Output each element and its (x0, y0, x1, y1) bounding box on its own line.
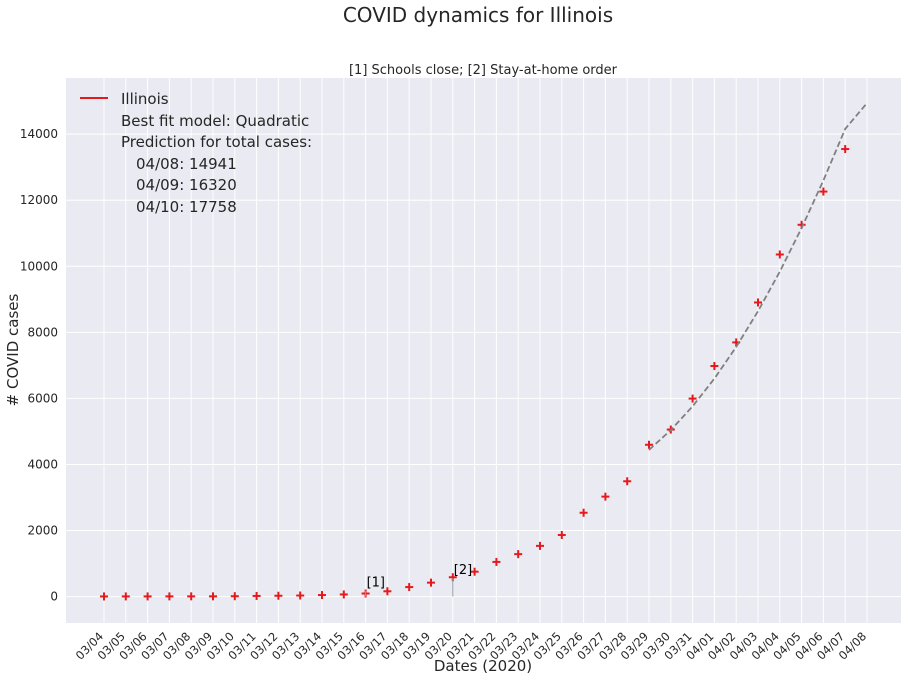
legend-line-1: Best fit model: Quadratic (121, 112, 309, 130)
y-tick-label: 10000 (20, 259, 58, 273)
data-point (339, 590, 348, 599)
data-point (143, 592, 152, 601)
data-point (209, 592, 217, 601)
data-point (230, 592, 239, 601)
y-tick-label: 14000 (20, 127, 58, 141)
figure-title: COVID dynamics for Illinois (343, 3, 613, 27)
y-tick-label: 0 (50, 590, 58, 604)
data-point (819, 187, 828, 196)
annotation-layer: [1] [2] (365, 563, 472, 597)
data-point (514, 550, 523, 559)
y-tick-label: 12000 (20, 193, 58, 207)
data-point (427, 578, 435, 587)
legend-line-5: 04/10: 17758 (121, 198, 237, 216)
x-axis-ticks: 03/0403/0503/0603/0703/0803/0903/1003/11… (73, 629, 869, 662)
fit-line (648, 102, 868, 451)
data-point (492, 557, 501, 566)
series-layer (100, 102, 868, 601)
y-tick-label: 6000 (27, 391, 58, 405)
legend-line-2: Prediction for total cases: (121, 133, 312, 151)
y-tick-label: 2000 (27, 524, 58, 538)
legend: Illinois Best fit model: Quadratic Predi… (80, 90, 312, 216)
data-point (296, 591, 305, 600)
data-point (187, 592, 196, 601)
legend-line-4: 04/09: 16320 (121, 176, 237, 194)
data-point (645, 440, 653, 449)
data-point (841, 145, 850, 154)
data-point (754, 298, 762, 307)
data-point (601, 492, 610, 501)
data-point (710, 362, 719, 371)
data-point (557, 530, 566, 539)
data-point (688, 394, 697, 403)
y-axis-label: # COVID cases (4, 293, 22, 406)
annotation-label: [2] (454, 563, 472, 578)
data-point (536, 541, 544, 550)
data-point (470, 567, 479, 576)
grid-lines (66, 78, 901, 623)
y-axis-ticks: 0 2000 4000 6000 8000 10000 12000 14000 (20, 127, 58, 603)
legend-line-3: 04/08: 14941 (121, 155, 237, 173)
data-point (579, 508, 588, 517)
data-point (100, 592, 108, 601)
data-point (274, 591, 283, 600)
plot-area (66, 78, 901, 623)
data-point (252, 591, 261, 600)
legend-series-label: Illinois (121, 90, 169, 108)
data-point (165, 592, 174, 601)
data-point (623, 477, 632, 486)
data-point (121, 592, 130, 601)
data-point (405, 583, 414, 592)
data-point (318, 591, 326, 600)
chart-title: [1] Schools close; [2] Stay-at-home orde… (349, 63, 618, 78)
x-axis-label: Dates (2020) (434, 657, 532, 675)
y-tick-label: 8000 (27, 325, 58, 339)
annotation-label: [1] (367, 576, 385, 591)
data-point (775, 250, 784, 259)
y-tick-label: 4000 (27, 457, 58, 471)
data-point (383, 587, 392, 596)
